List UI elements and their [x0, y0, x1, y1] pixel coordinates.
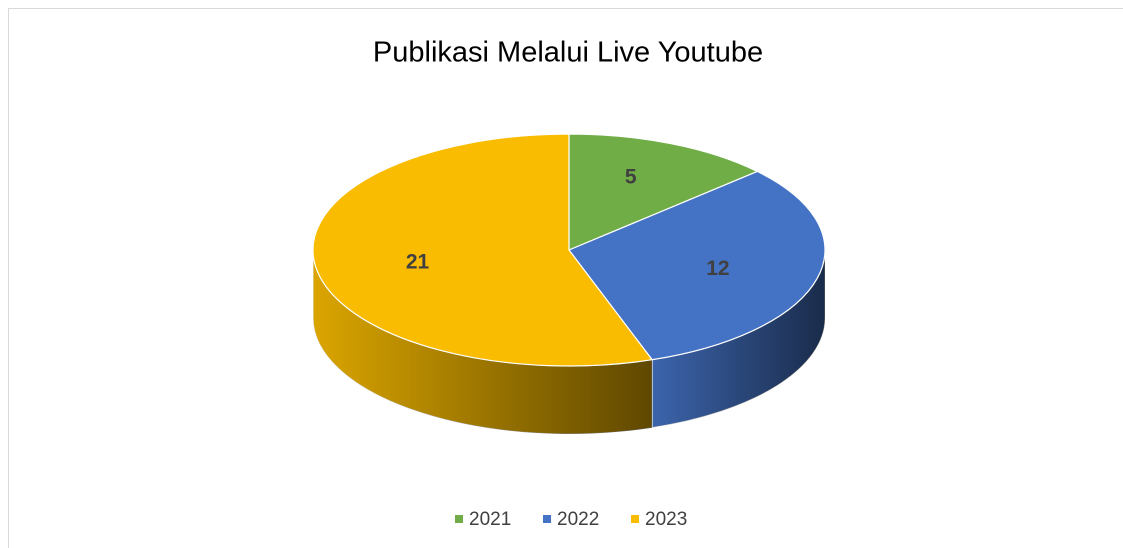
- chart-title: Publikasi Melalui Live Youtube: [373, 37, 763, 69]
- legend: 2021 2022 2023: [455, 509, 687, 530]
- legend-label: 2023: [645, 509, 687, 530]
- legend-swatch: [543, 515, 551, 523]
- pie-slice: [568, 170, 826, 361]
- pie-sides: [312, 249, 826, 435]
- legend-swatch: [631, 515, 639, 523]
- pie-tops: [312, 133, 826, 367]
- pie-slice: [312, 133, 654, 367]
- legend-swatch: [455, 515, 463, 523]
- legend-label: 2022: [557, 509, 599, 530]
- data-label: 12: [706, 257, 729, 280]
- legend-label: 2021: [469, 509, 511, 530]
- data-labels: 5 12 21: [406, 165, 730, 280]
- pie-side-shade: [652, 250, 826, 428]
- pie-slice: [568, 133, 759, 251]
- pie-side-shade: [313, 250, 653, 435]
- data-label: 5: [625, 165, 637, 188]
- data-label: 21: [406, 251, 430, 274]
